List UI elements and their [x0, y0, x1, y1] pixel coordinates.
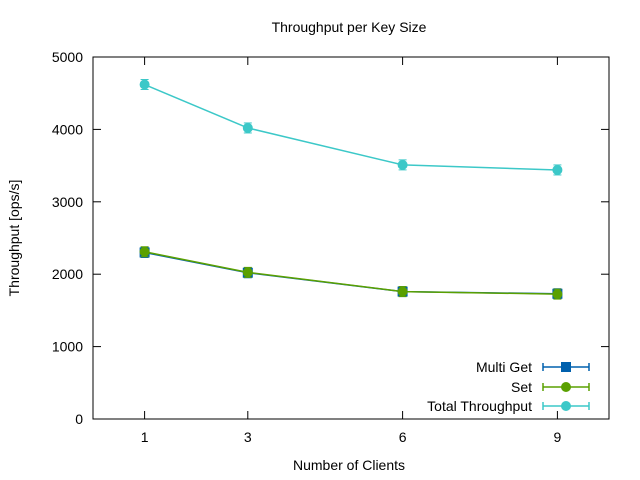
series-group [139, 79, 563, 300]
chart-title: Throughput per Key Size [272, 19, 427, 35]
data-point-set [139, 246, 150, 257]
x-tick-label: 6 [399, 429, 407, 445]
data-point-set [552, 289, 563, 300]
plot-frame [92, 56, 610, 420]
series-line-set [144, 251, 558, 295]
data-point-total-throughput [552, 164, 563, 175]
y-axis-label: Throughput [ops/s] [6, 180, 22, 297]
legend-marker-set [561, 382, 571, 392]
data-point-total-throughput [242, 122, 253, 133]
y-tick-label: 2000 [52, 266, 83, 282]
x-axis-label: Number of Clients [293, 457, 405, 473]
legend-label-set: Set [511, 379, 532, 395]
x-tick-label: 3 [244, 429, 252, 445]
data-point-set [397, 286, 408, 297]
y-tick-label: 1000 [52, 339, 83, 355]
series-line-total-throughput [144, 83, 558, 171]
data-point-set [242, 267, 253, 278]
legend-marker-total-throughput [561, 401, 571, 411]
y-tick-label: 0 [75, 411, 83, 427]
series-line-multi-get [144, 251, 558, 295]
y-axis: 0 1000 2000 3000 4000 5000 [52, 49, 609, 427]
legend: Multi Get Set Total Throughput [427, 359, 590, 414]
legend-label-multi-get: Multi Get [476, 359, 532, 375]
x-tick-label: 9 [554, 429, 562, 445]
legend-label-total-throughput: Total Throughput [427, 398, 532, 414]
y-tick-label: 5000 [52, 49, 83, 65]
y-tick-label: 3000 [52, 194, 83, 210]
y-tick-label: 4000 [52, 121, 83, 137]
data-point-total-throughput [139, 79, 150, 90]
data-point-total-throughput [397, 159, 408, 170]
x-axis: 1 3 6 9 [141, 57, 562, 445]
x-tick-label: 1 [141, 429, 149, 445]
legend-marker-multi-get [561, 362, 571, 372]
